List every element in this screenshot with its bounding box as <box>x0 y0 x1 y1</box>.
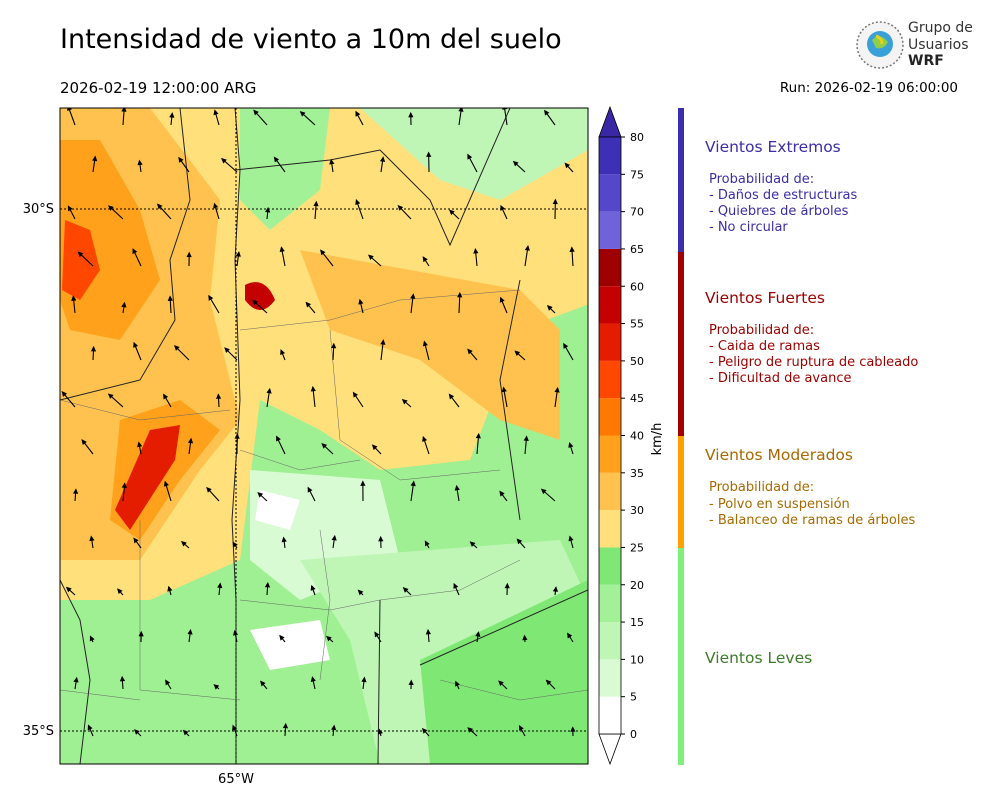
category-band <box>678 436 684 548</box>
colorbar-tick-label: 70 <box>630 206 644 219</box>
colorbar-bin <box>599 584 621 623</box>
category-band <box>678 252 684 436</box>
colorbar-bin <box>599 435 621 473</box>
colorbar: 0 5 10 15 20 25 30 35 40 45 50 55 60 65 70 75 80 <box>598 105 644 766</box>
colorbar-tick-label: 50 <box>630 355 644 368</box>
colorbar-tick-label: 30 <box>630 504 644 517</box>
logo-text: WRF <box>908 53 944 69</box>
colorbar-tick-label: 75 <box>630 168 644 181</box>
run-date: Run: 2026-02-19 06:00:00 <box>779 80 958 96</box>
category-band <box>678 548 684 765</box>
category-title: Vientos Leves <box>705 649 813 667</box>
colorbar-bin <box>599 398 621 436</box>
colorbar-bin <box>599 547 621 585</box>
colorbar-over <box>598 105 622 138</box>
colorbar-bin <box>599 696 621 734</box>
colorbar-tick-label: 5 <box>630 691 637 704</box>
category-title: Vientos Extremos <box>705 138 841 156</box>
colorbar-tick-label: 40 <box>630 430 644 443</box>
colorbar-tick-label: 25 <box>630 541 644 554</box>
colorbar-bin <box>599 137 621 175</box>
category-item: - Polvo en suspensión <box>709 497 850 512</box>
map <box>60 108 588 764</box>
colorbar-under <box>598 733 622 766</box>
logo: Grupo de Usuarios WRF <box>856 20 973 69</box>
lat-label: 30°S <box>23 202 54 217</box>
category-item: - No circular <box>709 220 788 235</box>
wind-arrows <box>61 108 576 737</box>
category-heading: Probabilidad de: <box>709 323 815 338</box>
category-heading: Probabilidad de: <box>709 480 815 495</box>
colorbar-bin <box>599 211 621 249</box>
logo-text: Grupo de <box>908 20 973 36</box>
map-panel: 30°S 35°S 65°W 0 5 10 15 20 25 30 35 40 45 50 55 60 6… <box>23 105 665 787</box>
title: Intensidad de viento a 10m del suelo <box>60 24 562 55</box>
colorbar-tick-label: 55 <box>630 318 644 331</box>
category-item: - Quiebres de árboles <box>709 204 849 219</box>
category-item: - Balanceo de ramas de árboles <box>709 513 916 528</box>
colorbar-bin <box>599 360 621 399</box>
logo-text: Usuarios <box>908 37 969 53</box>
colorbar-tick-label: 20 <box>630 579 644 592</box>
colorbar-tick-label: 80 <box>630 131 644 144</box>
category-item: - Peligro de ruptura de cableado <box>709 355 919 370</box>
colorbar-tick-label: 45 <box>630 392 644 405</box>
colorbar-tick-label: 60 <box>630 280 644 293</box>
category-title: Vientos Moderados <box>705 446 853 464</box>
colorbar-tick-label: 35 <box>630 467 644 480</box>
colorbar-tick-label: 0 <box>630 728 637 741</box>
category-title: Vientos Fuertes <box>705 289 825 307</box>
colorbar-bin <box>599 248 621 287</box>
colorbar-bin <box>599 622 621 660</box>
colorbar-tick-label: 15 <box>630 616 644 629</box>
category-bar <box>678 108 684 765</box>
category-heading: Probabilidad de: <box>709 172 815 187</box>
category-band <box>678 108 684 252</box>
colorbar-bin <box>599 286 621 324</box>
colorbar-bin <box>599 510 621 548</box>
colorbar-bin <box>599 323 621 361</box>
colorbar-bin <box>599 659 621 697</box>
category-item: - Dificultad de avance <box>709 371 852 386</box>
category-item: - Caida de ramas <box>709 339 820 354</box>
category-item: - Daños de estructuras <box>709 188 858 203</box>
valid-date: 2026-02-19 12:00:00 ARG <box>60 79 257 97</box>
colorbar-unit: km/h <box>650 423 665 456</box>
colorbar-tick-label: 10 <box>630 653 644 666</box>
colorbar-bin <box>599 174 621 212</box>
colorbar-tick-label: 65 <box>630 243 644 256</box>
lat-label: 35°S <box>23 724 54 739</box>
colorbar-bin <box>599 472 621 511</box>
lon-label: 65°W <box>218 772 254 787</box>
